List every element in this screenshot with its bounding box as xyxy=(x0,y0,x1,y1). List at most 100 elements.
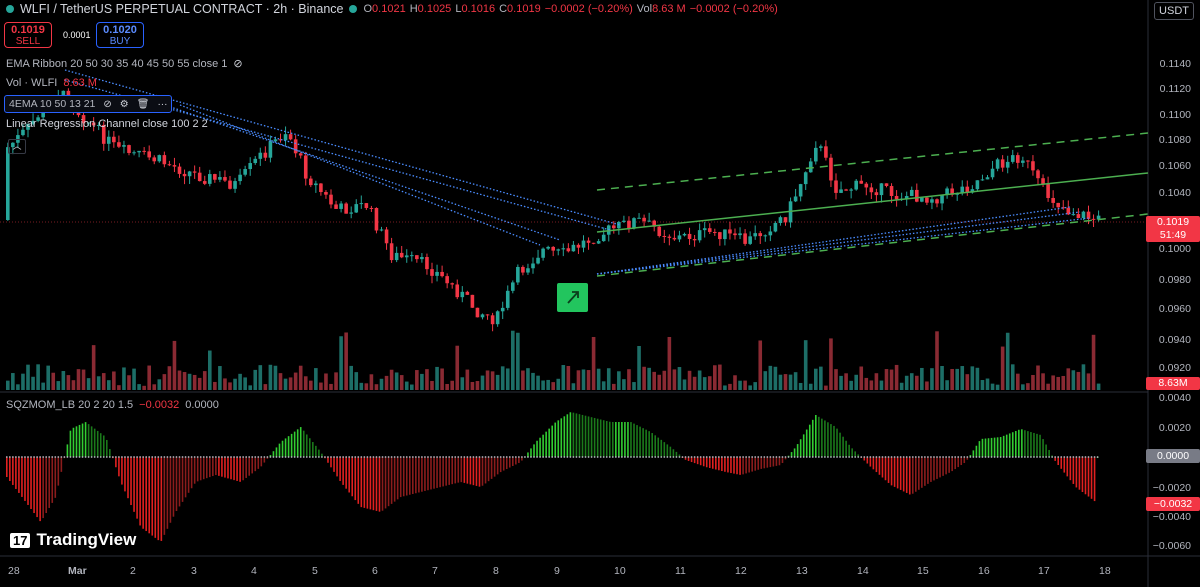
candle-body xyxy=(228,180,232,189)
symbol-title[interactable]: WLFI / TetherUS PERPETUAL CONTRACT · 2h … xyxy=(20,2,344,16)
momentum-bar xyxy=(945,457,947,475)
momentum-bar xyxy=(557,420,560,457)
momentum-bar xyxy=(911,457,914,494)
currency-selector[interactable]: USDT xyxy=(1154,2,1194,20)
momentum-bar xyxy=(1039,434,1041,457)
squeeze-dot xyxy=(702,456,705,458)
momentum-bar xyxy=(1048,449,1050,457)
momentum-bar xyxy=(536,440,538,457)
delete-trash-icon[interactable]: 🗑 xyxy=(136,98,150,110)
squeeze-dot xyxy=(663,456,666,458)
squeeze-dot xyxy=(587,456,590,458)
squeeze-dot xyxy=(199,456,202,458)
squeeze-dot xyxy=(284,456,287,458)
candle-body xyxy=(874,192,879,196)
volume-bar xyxy=(157,379,162,390)
squeeze-dot xyxy=(602,456,605,458)
squeeze-dot xyxy=(872,456,875,458)
volume-bar xyxy=(238,373,242,390)
squeeze-dot xyxy=(1023,456,1026,458)
volume-bar xyxy=(455,345,460,390)
squeeze-dot xyxy=(717,456,720,458)
squeeze-dot xyxy=(533,456,535,458)
candle-body xyxy=(632,218,636,229)
momentum-bar xyxy=(739,457,741,475)
squeeze-dot xyxy=(287,456,290,458)
momentum-bar xyxy=(478,457,481,487)
sell-price: 0.1019 xyxy=(11,24,45,36)
legend-lrc[interactable]: Linear Regression Channel close 100 2 2 xyxy=(6,118,208,130)
candle-body xyxy=(814,147,818,162)
momentum-bar xyxy=(1066,457,1069,477)
tradingview-logo[interactable]: 17 TradingView xyxy=(10,530,136,550)
momentum-bar xyxy=(460,457,463,483)
squeeze-dot xyxy=(1063,456,1066,458)
volume-bar xyxy=(612,383,616,390)
squeeze-dot xyxy=(996,456,999,458)
squeeze-dot xyxy=(1008,456,1011,458)
settings-gear-icon[interactable]: ⚙ xyxy=(119,98,129,110)
legend-sqzmom[interactable]: SQZMOM_LB 20 2 20 1.5 −0.0032 0.0000 xyxy=(6,399,219,411)
squeeze-dot xyxy=(317,456,320,458)
momentum-bar xyxy=(148,457,151,534)
candle-body xyxy=(915,189,919,202)
sell-button[interactable]: 0.1019 SELL xyxy=(4,22,52,48)
squeeze-dot xyxy=(1002,456,1005,458)
candle-body xyxy=(218,177,222,180)
volume-bar xyxy=(1076,371,1081,390)
volume-bar xyxy=(374,384,379,390)
squeeze-dot xyxy=(354,456,357,458)
squeeze-dot xyxy=(887,456,890,458)
squeeze-dot xyxy=(1090,456,1093,458)
squeeze-dot xyxy=(1075,456,1078,458)
momentum-bar xyxy=(175,457,178,511)
legend-volume[interactable]: Vol · WLFI 8.63 M xyxy=(6,77,97,89)
momentum-bar xyxy=(230,457,232,480)
collapse-legend-chevron-icon[interactable]: ︿ xyxy=(8,139,26,154)
candle-body xyxy=(748,236,752,244)
momentum-bar xyxy=(857,454,860,457)
momentum-bar xyxy=(512,457,514,466)
squeeze-dot xyxy=(208,456,211,458)
volume-bar xyxy=(773,366,778,390)
candle-body xyxy=(824,146,828,158)
candle-body xyxy=(627,220,631,229)
squeeze-dot xyxy=(711,456,714,458)
squeeze-dot xyxy=(278,456,281,458)
volume-bar xyxy=(450,380,454,390)
momentum-bar xyxy=(527,452,529,457)
momentum-bar xyxy=(1093,457,1096,502)
more-dots-icon[interactable]: ··· xyxy=(157,98,168,110)
momentum-bar xyxy=(627,422,629,457)
ema-ribbon-label: EMA Ribbon 20 50 30 35 40 45 50 55 close… xyxy=(6,57,228,70)
squeeze-dot xyxy=(981,456,984,458)
volume-bar xyxy=(556,378,561,390)
volume-bar xyxy=(384,375,389,390)
squeeze-dot xyxy=(357,456,360,458)
squeeze-dot xyxy=(760,456,763,458)
legend-ema-ribbon[interactable]: EMA Ribbon 20 50 30 35 40 45 50 55 close… xyxy=(6,57,243,71)
squeeze-dot xyxy=(739,456,741,458)
momentum-bar xyxy=(81,423,84,457)
hidden-eye-icon[interactable]: ⊘ xyxy=(233,58,243,70)
volume-bar xyxy=(657,374,662,390)
squeeze-dot xyxy=(733,456,735,458)
time-tick-label: 12 xyxy=(735,565,747,577)
volume-bar xyxy=(637,345,641,390)
candle-body xyxy=(11,142,15,148)
momentum-bar xyxy=(518,457,520,463)
momentum-bar xyxy=(808,424,811,457)
legend-4ema[interactable]: 4EMA 10 50 13 21 ⊘ ⚙ 🗑 ··· xyxy=(4,95,173,113)
momentum-bar xyxy=(184,457,187,498)
hide-eye-icon[interactable]: ⊘ xyxy=(103,98,112,110)
candle-body xyxy=(334,204,338,209)
candle-body xyxy=(672,237,677,240)
candle-body xyxy=(293,139,298,154)
buy-button[interactable]: 0.1020 BUY xyxy=(96,22,144,48)
volume-bar xyxy=(303,376,308,390)
momentum-bar xyxy=(418,457,420,493)
squeeze-dot xyxy=(687,456,690,458)
momentum-bar xyxy=(333,457,335,472)
